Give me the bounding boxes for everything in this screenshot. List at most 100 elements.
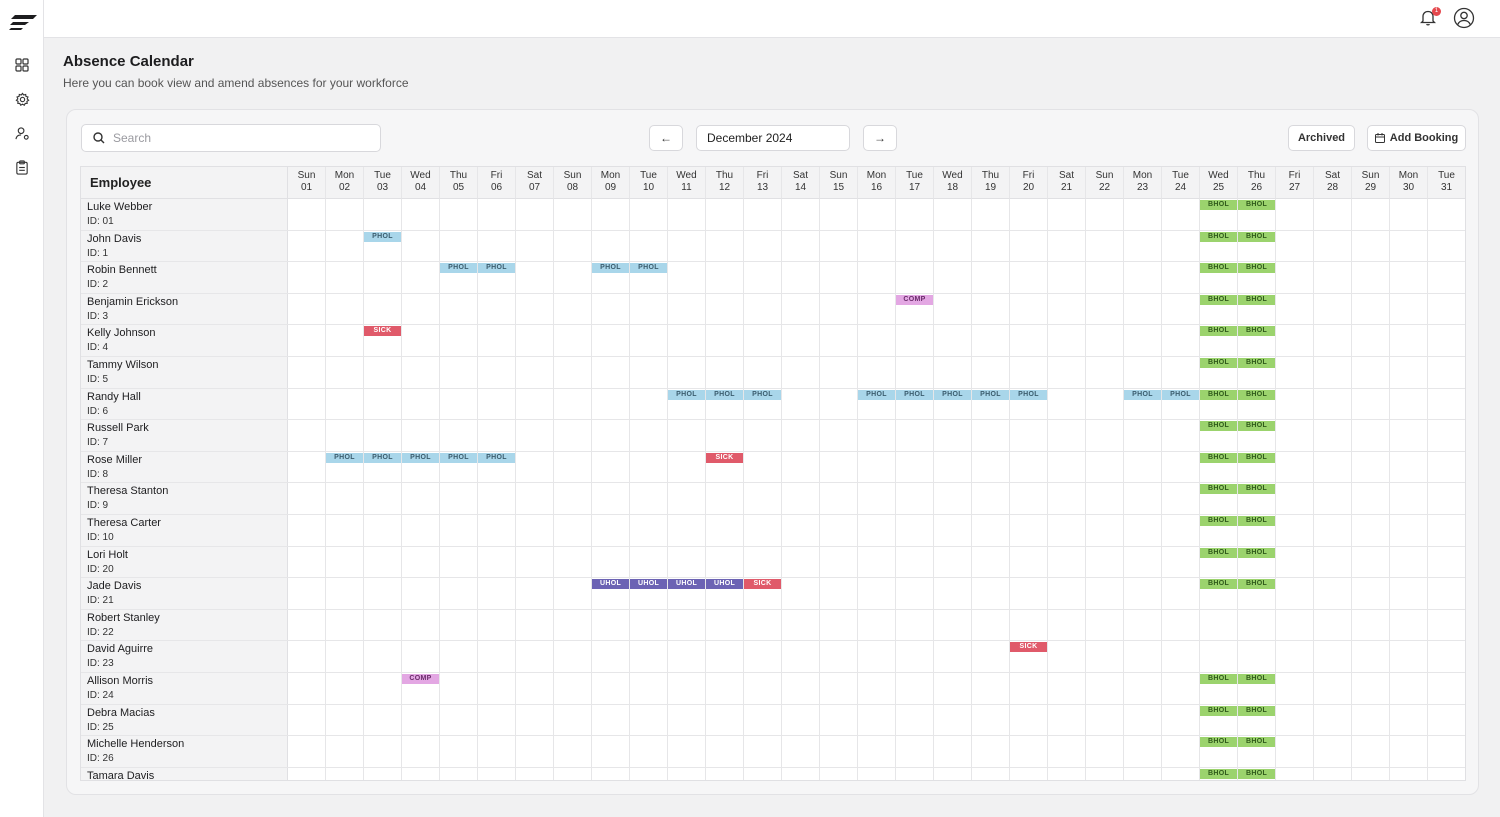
absence-chip-bhol[interactable]: BHOL — [1200, 389, 1237, 400]
absence-chip-bhol[interactable]: BHOL — [1200, 705, 1237, 716]
add-booking-button[interactable]: Add Booking — [1367, 125, 1466, 151]
absence-chip-phol[interactable]: PHOL — [440, 263, 477, 274]
absence-chip-phol[interactable]: PHOL — [364, 231, 401, 242]
gear-icon[interactable] — [13, 90, 31, 108]
employee-cell[interactable]: David Aguirre ID: 23 — [81, 641, 288, 672]
absence-chip-bhol[interactable]: BHOL — [1200, 421, 1237, 432]
absence-chip-bhol[interactable]: BHOL — [1200, 516, 1237, 526]
absence-chip-bhol[interactable]: BHOL — [1238, 579, 1275, 590]
absence-chip-bhol[interactable]: BHOL — [1238, 358, 1275, 368]
user-avatar-icon[interactable] — [1453, 7, 1475, 29]
employee-cell[interactable]: Russell Park ID: 7 — [81, 420, 288, 451]
absence-chip-bhol[interactable]: BHOL — [1238, 737, 1275, 748]
bell-icon[interactable]: 1 — [1419, 7, 1441, 27]
absence-chip-bhol[interactable]: BHOL — [1200, 484, 1237, 495]
absence-chip-bhol[interactable]: BHOL — [1200, 263, 1237, 274]
absence-chip-phol[interactable]: PHOL — [630, 263, 667, 274]
absence-chip-phol[interactable]: PHOL — [1010, 389, 1047, 400]
absence-chip-comp[interactable]: COMP — [896, 294, 933, 305]
absence-chip-bhol[interactable]: BHOL — [1238, 200, 1275, 210]
employee-cell[interactable]: Jade Davis ID: 21 — [81, 578, 288, 609]
absence-chip-phol[interactable]: PHOL — [440, 452, 477, 463]
absence-chip-bhol[interactable]: BHOL — [1200, 674, 1237, 684]
absence-grid: Employee Sun 01 Mon 02 Tue 03 Wed 04 Thu 05 Fri 06 S… — [80, 166, 1466, 781]
employee-cell[interactable]: Kelly Johnson ID: 4 — [81, 325, 288, 356]
employee-cell[interactable]: Allison Morris ID: 24 — [81, 673, 288, 704]
absence-chip-bhol[interactable]: BHOL — [1238, 263, 1275, 274]
absence-chip-sick[interactable]: SICK — [1010, 642, 1047, 653]
brand-logo[interactable] — [9, 13, 39, 31]
absence-chip-bhol[interactable]: BHOL — [1238, 484, 1275, 495]
absence-chip-phol[interactable]: PHOL — [1162, 389, 1199, 400]
search-box[interactable] — [81, 124, 381, 152]
absence-chip-bhol[interactable]: BHOL — [1200, 768, 1237, 779]
absence-chip-phol[interactable]: PHOL — [896, 389, 933, 400]
clipboard-icon[interactable] — [13, 158, 31, 176]
absence-chip-phol[interactable]: PHOL — [706, 389, 743, 400]
absence-chip-bhol[interactable]: BHOL — [1238, 516, 1275, 526]
employee-cell[interactable]: Robert Stanley ID: 22 — [81, 609, 288, 641]
absence-chip-bhol[interactable]: BHOL — [1200, 358, 1237, 368]
absence-chip-phol[interactable]: PHOL — [478, 452, 515, 463]
employee-cell[interactable]: Debra Macias ID: 25 — [81, 704, 288, 736]
absence-chip-uhol[interactable]: UHOL — [630, 579, 667, 590]
employee-cell[interactable]: Theresa Stanton ID: 9 — [81, 483, 288, 514]
absence-chip-bhol[interactable]: BHOL — [1238, 452, 1275, 463]
absence-chip-bhol[interactable]: BHOL — [1200, 231, 1237, 242]
absence-chip-bhol[interactable]: BHOL — [1200, 547, 1237, 558]
absence-chip-phol[interactable]: PHOL — [972, 389, 1009, 400]
absence-chip-uhol[interactable]: UHOL — [668, 579, 705, 590]
absence-chip-bhol[interactable]: BHOL — [1238, 547, 1275, 558]
absence-chip-uhol[interactable]: UHOL — [592, 579, 629, 590]
next-month-button[interactable]: → — [863, 125, 897, 151]
absence-chip-phol[interactable]: PHOL — [402, 452, 439, 463]
employee-name: Debra Macias — [87, 706, 155, 719]
absence-chip-phol[interactable]: PHOL — [858, 389, 895, 400]
absence-chip-phol[interactable]: PHOL — [668, 389, 705, 400]
absence-chip-bhol[interactable]: BHOL — [1200, 294, 1237, 305]
month-selector[interactable]: December 2024 — [696, 125, 850, 151]
employee-cell[interactable]: Tamara Davis — [81, 767, 288, 780]
employee-cell[interactable]: Benjamin Erickson ID: 3 — [81, 293, 288, 325]
absence-chip-phol[interactable]: PHOL — [326, 452, 363, 463]
absence-chip-sick[interactable]: SICK — [706, 452, 743, 463]
absence-chip-bhol[interactable]: BHOL — [1200, 579, 1237, 590]
absence-chip-bhol[interactable]: BHOL — [1238, 294, 1275, 305]
employee-cell[interactable]: Rose Miller ID: 8 — [81, 451, 288, 483]
absence-chip-bhol[interactable]: BHOL — [1238, 705, 1275, 716]
absence-chip-sick[interactable]: SICK — [364, 326, 401, 337]
user-settings-icon[interactable] — [13, 124, 31, 142]
absence-chip-phol[interactable]: PHOL — [478, 263, 515, 274]
absence-chip-bhol[interactable]: BHOL — [1200, 326, 1237, 337]
absence-chip-bhol[interactable]: BHOL — [1238, 231, 1275, 242]
absence-chip-bhol[interactable]: BHOL — [1200, 452, 1237, 463]
absence-chip-bhol[interactable]: BHOL — [1238, 421, 1275, 432]
absence-chip-uhol[interactable]: UHOL — [706, 579, 743, 590]
absence-chip-comp[interactable]: COMP — [402, 674, 439, 684]
search-input[interactable] — [113, 131, 363, 145]
absence-chip-bhol[interactable]: BHOL — [1238, 326, 1275, 337]
absence-chip-bhol[interactable]: BHOL — [1238, 674, 1275, 684]
archived-button[interactable]: Archived — [1288, 125, 1355, 151]
employee-cell[interactable]: Lori Holt ID: 20 — [81, 546, 288, 578]
absence-chip-bhol[interactable]: BHOL — [1238, 389, 1275, 400]
absence-chip-phol[interactable]: PHOL — [744, 389, 781, 400]
employee-cell[interactable]: Tammy Wilson ID: 5 — [81, 357, 288, 388]
employee-cell[interactable]: Randy Hall ID: 6 — [81, 388, 288, 420]
employee-cell[interactable]: Luke Webber ID: 01 — [81, 199, 288, 230]
absence-chip-phol[interactable]: PHOL — [934, 389, 971, 400]
prev-month-button[interactable]: ← — [649, 125, 683, 151]
absence-chip-bhol[interactable]: BHOL — [1200, 737, 1237, 748]
absence-chip-phol[interactable]: PHOL — [592, 263, 629, 274]
absence-chip-bhol[interactable]: BHOL — [1200, 200, 1237, 210]
absence-chip-phol[interactable]: PHOL — [364, 452, 401, 463]
absence-chip-sick[interactable]: SICK — [744, 579, 781, 590]
employee-cell[interactable]: Robin Bennett ID: 2 — [81, 262, 288, 293]
absence-chip-bhol[interactable]: BHOL — [1238, 768, 1275, 779]
employee-cell[interactable]: John Davis ID: 1 — [81, 230, 288, 262]
day-header: Sun 29 — [1352, 167, 1390, 199]
employee-cell[interactable]: Michelle Henderson ID: 26 — [81, 736, 288, 767]
dashboard-icon[interactable] — [13, 56, 31, 74]
employee-cell[interactable]: Theresa Carter ID: 10 — [81, 515, 288, 546]
absence-chip-phol[interactable]: PHOL — [1124, 389, 1161, 400]
